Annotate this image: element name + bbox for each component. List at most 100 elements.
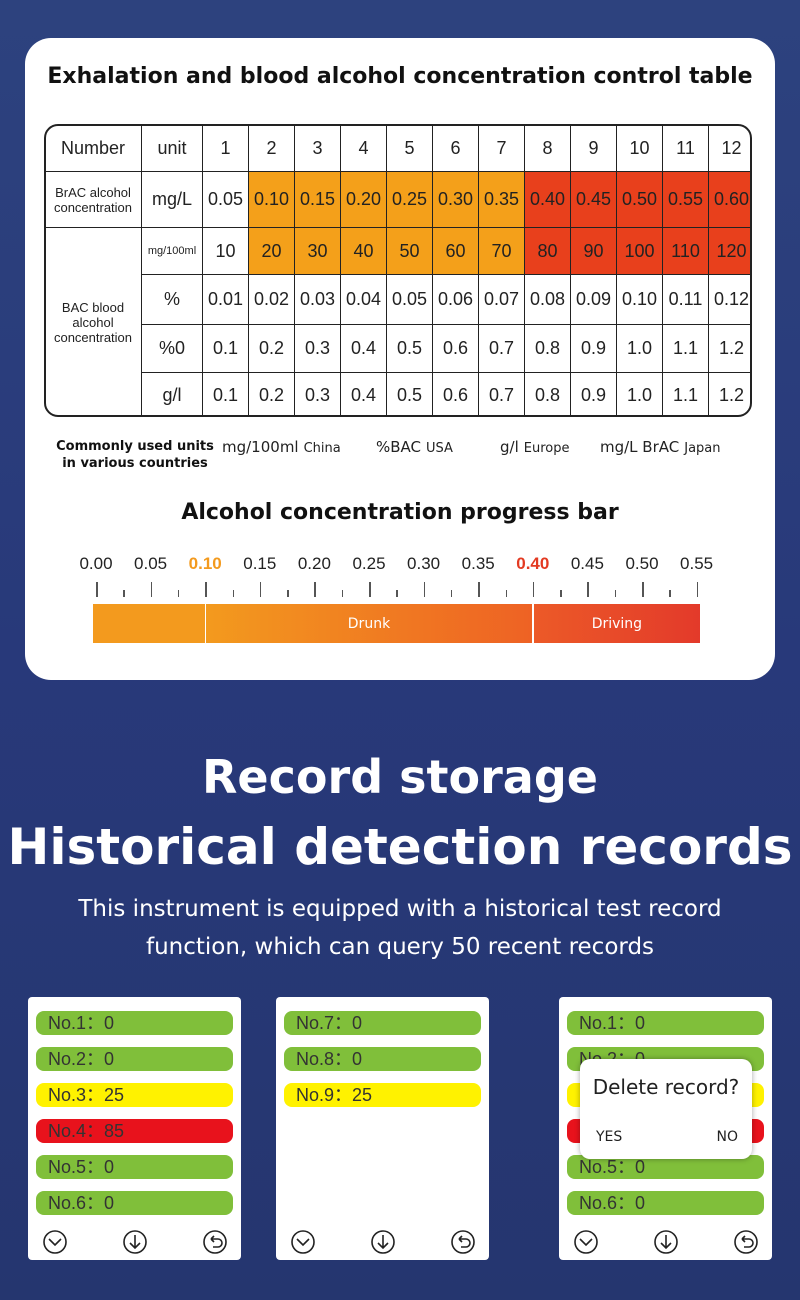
- value-cell: 30: [294, 227, 341, 275]
- header-row: Number unit 1 2 3 4 5 6 7 8 9 10 11 12: [46, 126, 750, 172]
- icon: [123, 1230, 147, 1254]
- tick-mark: [450, 590, 453, 597]
- unit-cell: mg/L: [141, 171, 203, 228]
- tick-label: 0.50: [625, 554, 659, 573]
- value-cell: 0.30: [432, 171, 479, 228]
- header-cell: 8: [524, 126, 571, 172]
- tick-label: 0.40: [516, 554, 550, 573]
- tick-label: 0.20: [297, 554, 331, 573]
- dialog: Delete record? YES NO: [580, 1059, 752, 1159]
- tick-mark: [642, 582, 644, 597]
- tick-label: 0.00: [79, 554, 113, 573]
- bar-segment: [93, 604, 206, 643]
- value-cell: 0.25: [386, 171, 433, 228]
- tick-mark: [505, 590, 507, 597]
- tick-label: 0.45: [570, 554, 604, 573]
- tick-mark: [205, 582, 207, 597]
- progress-title: Alcohol concentration progress bar: [181, 500, 619, 525]
- value-cell: 0.7: [478, 324, 525, 373]
- nav-icon: [122, 1229, 148, 1255]
- icon: [734, 1230, 758, 1254]
- value-cell: 0.5: [386, 372, 433, 415]
- unit-cell: mg/100ml: [141, 227, 203, 275]
- nav-icon: [370, 1229, 396, 1255]
- tick-label: 0.55: [680, 554, 714, 573]
- value-cell: 70: [478, 227, 525, 275]
- value-cell: 1.0: [616, 324, 663, 373]
- value-cell: 0.4: [340, 372, 387, 415]
- value-cell: 0.5: [386, 324, 433, 373]
- record-row: No.7：0: [284, 1011, 481, 1035]
- unit-item: %BAC USA: [376, 438, 453, 456]
- device-screen: No.1：0 No.2：0 No.3：25 No.4：85 No.5：0 No.6：0: [28, 997, 241, 1260]
- record-row: No.1：0: [36, 1011, 233, 1035]
- value-cell: 0.9: [570, 372, 617, 415]
- value-cell: 0.20: [340, 171, 387, 228]
- brac-row: BrAC alcohol concentration mg/L 0.05 0.10 0.…: [46, 171, 750, 228]
- value-cell: 50: [386, 227, 433, 275]
- icon: [574, 1230, 598, 1254]
- record-row: No.4：85: [36, 1119, 233, 1143]
- value-cell: 100: [616, 227, 663, 275]
- record-row: No.6：0: [36, 1191, 233, 1215]
- unit: g/l: [500, 438, 519, 456]
- dialog-button[interactable]: YES: [596, 1129, 623, 1145]
- value-cell: 0.04: [340, 274, 387, 325]
- tick-mark: [177, 590, 180, 597]
- icon: [371, 1230, 395, 1254]
- header-cell: 3: [294, 126, 341, 172]
- country: Japan: [684, 441, 721, 456]
- header-cell: 7: [478, 126, 525, 172]
- value-cell: 0.1: [202, 324, 249, 373]
- tick-mark: [614, 590, 617, 597]
- nav-icon: [42, 1229, 68, 1255]
- unit-cell: %0: [141, 324, 203, 373]
- icon: [291, 1230, 315, 1254]
- value-cell: 0.10: [248, 171, 295, 228]
- description: This instrument is equipped with a histo…: [78, 896, 722, 960]
- nav-icon: [290, 1229, 316, 1255]
- tick-mark: [341, 590, 344, 597]
- value-cell: 0.05: [202, 171, 249, 228]
- unit-item: g/l Europe: [500, 438, 569, 456]
- value-cell: 0.7: [478, 372, 525, 415]
- value-cell: 0.60: [708, 171, 750, 228]
- value-cell: 0.2: [248, 324, 295, 373]
- value-cell: 0.12: [708, 274, 750, 325]
- unit-cell: g/l: [141, 372, 203, 415]
- tick-mark: [96, 582, 98, 597]
- value-cell: 110: [662, 227, 709, 275]
- value-cell: 0.05: [386, 274, 433, 325]
- table-frame: Number unit 1 2 3 4 5 6 7 8 9 10 11 12 BrAC alcohol co…: [44, 124, 752, 417]
- value-cell: 120: [708, 227, 750, 275]
- icon: [203, 1230, 227, 1254]
- tick-mark: [123, 590, 125, 597]
- value-cell: 0.15: [294, 171, 341, 228]
- value-cell: 0.3: [294, 324, 341, 373]
- dialog-button[interactable]: NO: [716, 1129, 739, 1145]
- value-cell: 0.01: [202, 274, 249, 325]
- value-cell: 0.35: [478, 171, 525, 228]
- value-cell: 90: [570, 227, 617, 275]
- unit-item: mg/L BrAC Japan: [600, 438, 721, 456]
- nav-icon: [733, 1229, 759, 1255]
- bac-row: % 0.01 0.02 0.03 0.04 0.05 0.06 0.07 0.08 0.09 0.1…: [46, 274, 750, 325]
- tick-label: 0.15: [243, 554, 277, 573]
- table-title: Exhalation and blood alcohol concentrati…: [47, 64, 753, 89]
- value-cell: 0.09: [570, 274, 617, 325]
- bac-row: %0 0.1 0.2 0.3 0.4 0.5 0.6 0.7 0.8 0.9 1.0 1.1 1.2: [46, 324, 750, 373]
- header-cell: 2: [248, 126, 295, 172]
- value-cell: 0.08: [524, 274, 571, 325]
- header-cell: unit: [141, 126, 203, 172]
- value-cell: 0.50: [616, 171, 663, 228]
- header-cell: 11: [662, 126, 709, 172]
- bar-segment: Drunk: [206, 604, 532, 643]
- value-cell: 0.9: [570, 324, 617, 373]
- bac-row: g/l 0.1 0.2 0.3 0.4 0.5 0.6 0.7 0.8 0.9 1.0 1.1 1.2: [46, 372, 750, 415]
- value-cell: 10: [202, 227, 249, 275]
- tick-mark: [396, 590, 398, 597]
- record-row: No.5：0: [36, 1155, 233, 1179]
- value-cell: 1.0: [616, 372, 663, 415]
- value-cell: 0.6: [432, 372, 479, 415]
- tick-label: 0.10: [188, 554, 222, 573]
